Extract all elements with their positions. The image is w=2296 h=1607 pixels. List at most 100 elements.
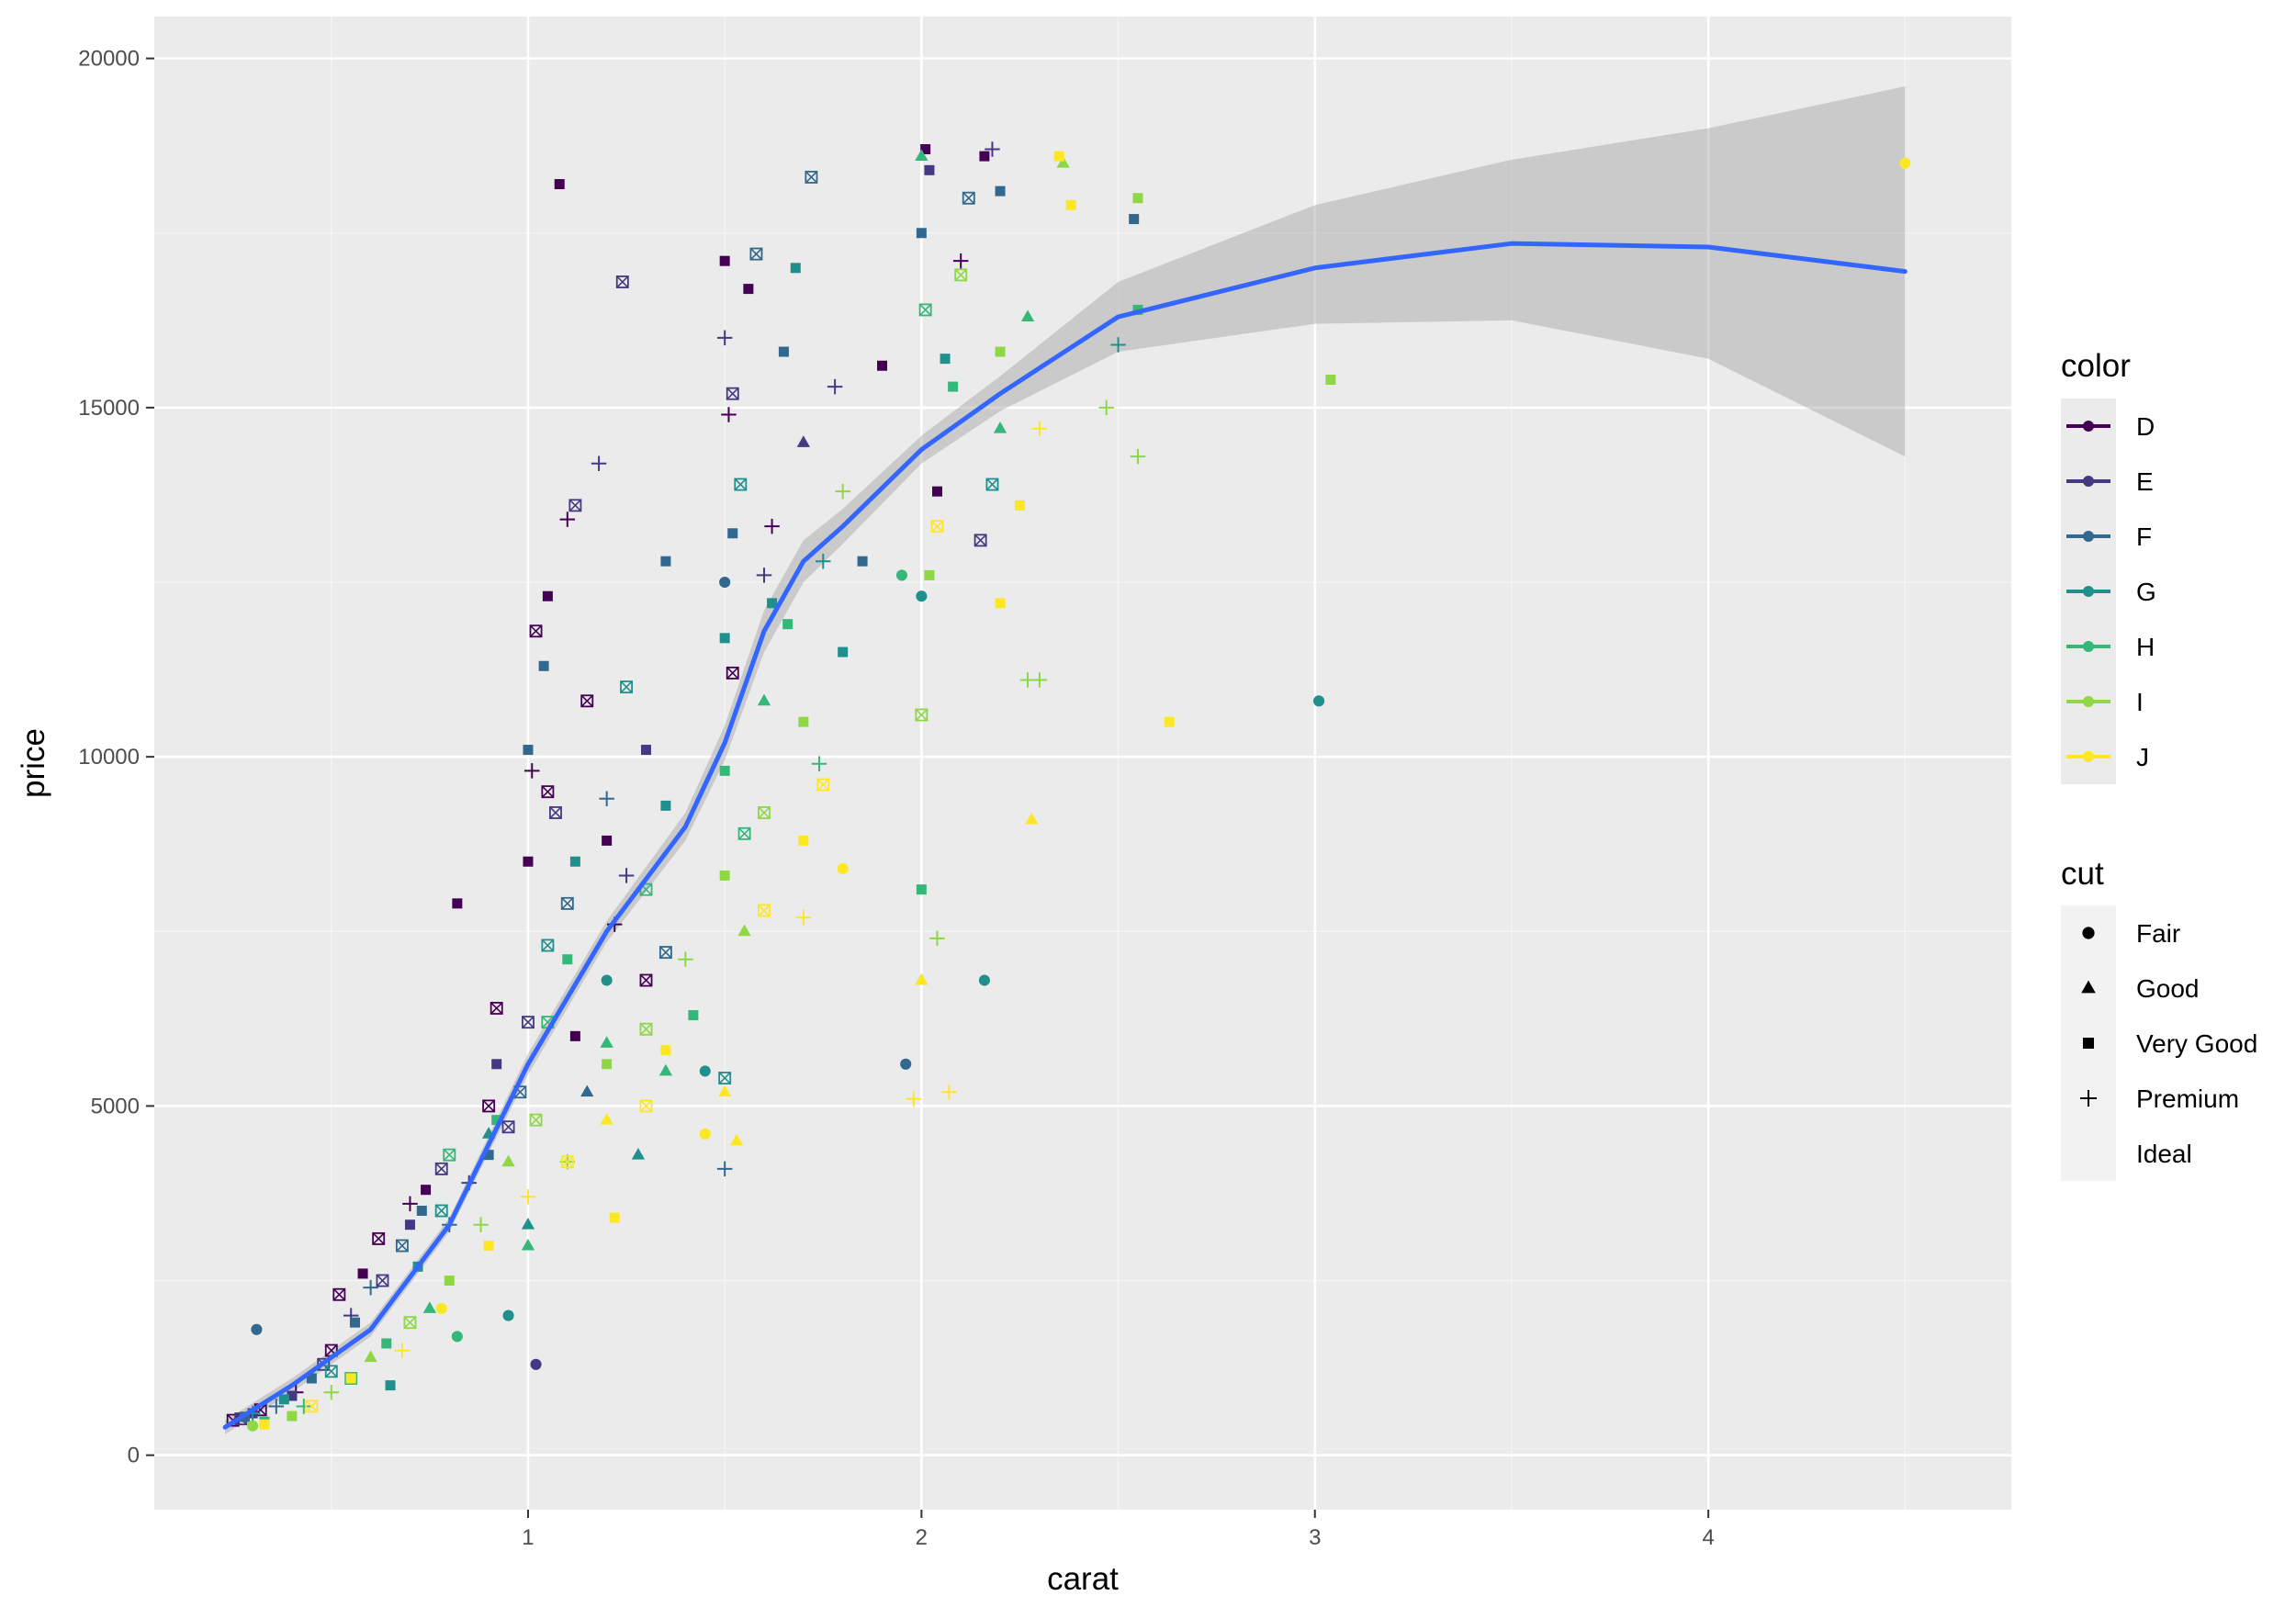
data-point: [895, 569, 907, 581]
data-point: [877, 360, 888, 371]
data-point: [796, 435, 810, 447]
data-point: [1014, 500, 1025, 511]
data-point: [660, 800, 671, 811]
data-point: [993, 421, 1007, 433]
data-point: [491, 1059, 502, 1070]
data-point: [954, 268, 968, 282]
data-point: [620, 680, 634, 694]
data-point: [306, 1373, 317, 1384]
data-point: [523, 856, 534, 867]
cut-legend-label: Good: [2136, 974, 2200, 1003]
color-legend-label: D: [2136, 412, 2155, 441]
data-point: [434, 1162, 448, 1175]
color-legend-item: I: [2066, 688, 2144, 716]
data-point: [296, 1399, 312, 1414]
data-point: [1110, 337, 1126, 353]
data-point: [658, 946, 672, 960]
data-point: [599, 791, 614, 807]
data-point: [247, 1420, 259, 1432]
data-point: [719, 765, 730, 776]
cut-legend-item: Very Good: [2083, 1029, 2257, 1058]
data-point: [798, 716, 809, 727]
data-point: [395, 1239, 409, 1253]
data-point: [729, 1133, 744, 1146]
data-point: [549, 806, 562, 819]
data-point: [403, 1316, 417, 1330]
data-point: [915, 149, 929, 162]
data-point: [542, 590, 553, 601]
data-point: [501, 1154, 515, 1167]
data-point: [719, 255, 730, 266]
data-point: [483, 1241, 494, 1252]
data-point: [795, 909, 812, 926]
data-point: [287, 1410, 298, 1422]
data-point: [716, 1161, 733, 1177]
data-point: [924, 569, 935, 580]
data-point: [631, 1147, 646, 1160]
data-point: [974, 534, 987, 547]
color-legend-item: F: [2066, 523, 2152, 551]
data-point: [798, 835, 809, 846]
cut-legend-label: Ideal: [2136, 1140, 2192, 1168]
data-point: [345, 1373, 356, 1384]
color-legend-key-point: [2083, 696, 2094, 707]
data-point: [734, 478, 748, 491]
data-point: [490, 1001, 503, 1015]
color-legend-key-point: [2083, 476, 2094, 487]
data-point: [719, 576, 731, 589]
data-point: [658, 1063, 673, 1076]
data-point: [538, 660, 549, 671]
panel-background: [154, 17, 2011, 1510]
data-point: [451, 1331, 463, 1343]
data-point: [357, 1268, 368, 1279]
data-point: [835, 483, 850, 500]
smooth-curve: [222, 241, 1908, 1430]
data-point: [305, 1399, 319, 1413]
cut-legend-item: Premium: [2080, 1084, 2239, 1113]
color-legend-key-point: [2083, 586, 2094, 597]
data-point: [1020, 309, 1035, 321]
data-point: [591, 455, 607, 471]
data-point: [560, 1155, 574, 1169]
x-tick-label: 4: [1702, 1525, 1714, 1550]
data-point: [737, 826, 751, 840]
data-point: [580, 694, 594, 708]
data-point: [491, 1115, 502, 1126]
data-point: [385, 1380, 396, 1391]
data-point: [916, 884, 927, 895]
y-tick-label: 5000: [91, 1094, 140, 1118]
data-point: [916, 228, 927, 239]
data-point: [718, 1084, 732, 1097]
data-point: [522, 1016, 535, 1029]
data-point: [924, 164, 935, 175]
data-point: [278, 1394, 289, 1405]
data-point: [995, 346, 1006, 357]
data-point: [749, 247, 763, 261]
data-point: [602, 1059, 613, 1070]
data-point: [422, 1301, 437, 1313]
data-point: [916, 590, 928, 602]
data-point: [324, 1365, 338, 1378]
y-tick-label: 15000: [78, 396, 140, 421]
data-point: [1164, 716, 1175, 727]
data-point: [790, 263, 801, 274]
data-point: [995, 185, 1006, 197]
color-legend-item: J: [2066, 743, 2149, 771]
x-tick-label: 2: [916, 1525, 928, 1550]
data-point: [640, 745, 651, 756]
cut-legend-key-shape: [2081, 980, 2096, 994]
data-point: [502, 1309, 514, 1321]
data-point: [985, 141, 1000, 157]
data-point: [444, 1275, 455, 1287]
data-point: [1130, 448, 1146, 465]
data-point: [452, 898, 463, 909]
data-point: [757, 693, 771, 706]
data-point: [394, 1343, 411, 1358]
data-point: [562, 954, 573, 965]
color-legend-key-point: [2083, 641, 2094, 652]
data-point: [920, 143, 931, 154]
data-point: [568, 499, 582, 512]
data-point: [601, 974, 613, 986]
